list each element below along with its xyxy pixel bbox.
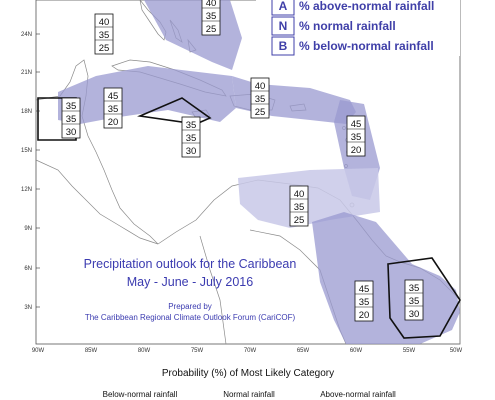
- forecast-below: 20: [359, 310, 370, 321]
- category-normal: Normal rainfall: [223, 390, 275, 399]
- legend-label-normal: % normal rainfall: [299, 19, 396, 33]
- forecast-above: 35: [66, 101, 77, 112]
- honduras-outline: [137, 97, 212, 125]
- category-above: Above-normal rainfall: [320, 390, 396, 399]
- legend-letter-above: A: [279, 0, 288, 13]
- lon-ticks: 90W 85W 80W 75W 70W 65W 60W 55W 50W: [32, 348, 463, 354]
- legend-item-below: B % below-normal rainfall: [271, 36, 434, 56]
- forecast-below: 25: [255, 107, 266, 118]
- lon-tick: 85W: [85, 348, 98, 354]
- forecast-normal: 35: [351, 132, 362, 143]
- lat-tick: 12N: [21, 187, 32, 193]
- forecast-box-belize: 35 35 30: [61, 97, 81, 139]
- forecast-above: 40: [206, 0, 217, 9]
- forecast-box-north-caribbean: 40 35 25: [94, 13, 114, 55]
- lat-tick: 18N: [21, 109, 32, 115]
- probability-section: Probability (%) of Most Likely Category …: [103, 368, 396, 399]
- forecast-normal: 35: [359, 297, 370, 308]
- forecast-normal: 35: [255, 94, 266, 105]
- map-area: 24N 21N 18N 15N 12N 9N 6N 3N 90W 85W 80W…: [21, 0, 463, 354]
- lat-tick: 6N: [24, 266, 32, 272]
- forecast-above: 45: [359, 284, 370, 295]
- legend-label-above: % above-normal rainfall: [299, 0, 434, 13]
- map-period: May - June - July 2016: [127, 275, 253, 289]
- forecast-normal: 35: [206, 11, 217, 22]
- forecast-above: 45: [108, 91, 119, 102]
- forecast-below: 25: [294, 215, 305, 226]
- french-guiana-outline: [387, 257, 461, 339]
- forecast-box-leeward-windward: 45 35 20: [346, 115, 366, 157]
- lat-tick: 3N: [24, 305, 32, 311]
- forecast-below: 30: [66, 127, 77, 138]
- forecast-box-hispaniola-puerto-rico: 40 35 25: [250, 77, 270, 119]
- forecast-box-jamaica-cayman: 45 35 20: [103, 87, 123, 129]
- forecast-normal: 35: [294, 202, 305, 213]
- forecast-below: 20: [351, 145, 362, 156]
- forecast-below: 20: [108, 117, 119, 128]
- legend-item-normal: N % normal rainfall: [271, 16, 396, 36]
- map-title: Precipitation outlook for the Caribbean: [84, 257, 297, 271]
- forecast-normal: 35: [409, 296, 420, 307]
- forecast-below: 25: [99, 43, 110, 54]
- legend: A % above-normal rainfall N % normal rai…: [256, 0, 460, 56]
- lat-ticks: 24N 21N 18N 15N 12N 9N 6N 3N: [21, 32, 40, 311]
- lon-tick: 55W: [403, 348, 416, 354]
- legend-item-above: A % above-normal rainfall: [271, 0, 434, 16]
- forecast-normal: 35: [186, 133, 197, 144]
- lon-tick: 75W: [191, 348, 204, 354]
- lon-tick: 50W: [450, 348, 463, 354]
- forecast-above: 45: [351, 119, 362, 130]
- lon-tick: 90W: [32, 348, 45, 354]
- forecast-normal: 35: [66, 114, 77, 125]
- forecast-above: 40: [99, 17, 110, 28]
- category-below: Below-normal rainfall: [103, 390, 178, 399]
- zone-belt-west: [58, 66, 236, 124]
- forecast-below: 30: [186, 146, 197, 157]
- forecast-normal: 35: [99, 30, 110, 41]
- map-credit-prepared: Prepared by: [168, 302, 212, 311]
- lon-tick: 80W: [138, 348, 151, 354]
- forecast-box-honduras-nicaragua: 35 35 30: [181, 116, 201, 158]
- forecast-box-bahamas: 40 35 25: [201, 0, 221, 36]
- lat-tick: 21N: [21, 70, 32, 76]
- lat-tick: 9N: [24, 226, 32, 232]
- lon-tick: 60W: [350, 348, 363, 354]
- probability-heading: Probability (%) of Most Likely Category: [162, 368, 334, 379]
- forecast-box-guyana: 45 35 20: [354, 280, 374, 322]
- forecast-box-french-guiana: 35 35 30: [404, 279, 424, 321]
- forecast-above: 35: [186, 120, 197, 131]
- forecast-below: 30: [409, 309, 420, 320]
- map-credit-forum: The Caribbean Regional Climate Outlook F…: [85, 313, 296, 322]
- lon-tick: 65W: [297, 348, 310, 354]
- forecast-below: 25: [206, 24, 217, 35]
- legend-letter-below: B: [279, 39, 288, 53]
- lat-tick: 15N: [21, 148, 32, 154]
- lon-tick: 70W: [244, 348, 257, 354]
- forecast-above: 35: [409, 283, 420, 294]
- legend-label-below: % below-normal rainfall: [299, 39, 434, 53]
- forecast-normal: 35: [108, 104, 119, 115]
- forecast-above: 40: [255, 81, 266, 92]
- forecast-above: 40: [294, 189, 305, 200]
- forecast-box-abc-islands: 40 35 25: [289, 185, 309, 227]
- legend-letter-normal: N: [279, 19, 288, 33]
- lat-tick: 24N: [21, 32, 32, 38]
